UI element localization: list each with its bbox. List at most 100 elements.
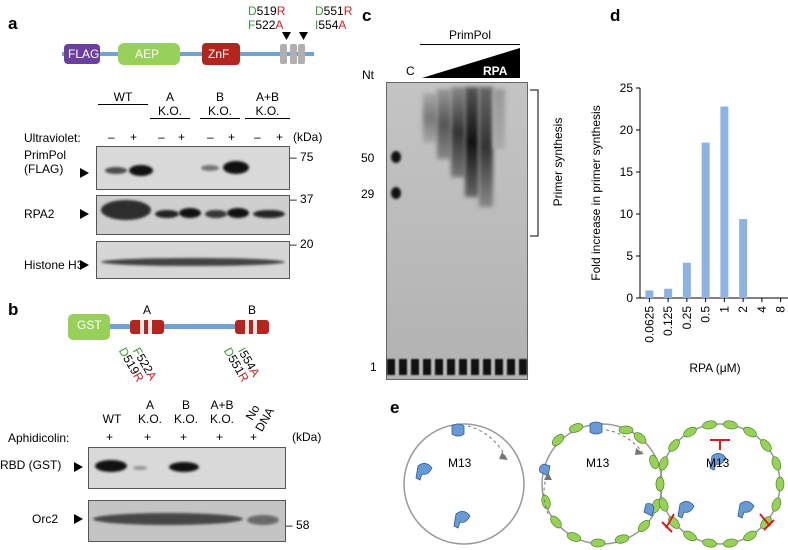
site-a-box <box>130 320 164 334</box>
panel-b-label: b <box>8 300 19 319</box>
uv-minus-3: – <box>207 130 214 144</box>
site-b <box>298 44 305 64</box>
rbd-row-label: RBD (GST) <box>0 458 62 472</box>
rpa-protein <box>771 497 782 512</box>
uv-minus-1: – <box>108 130 115 144</box>
site-a <box>280 44 287 64</box>
chart-bar <box>720 106 729 298</box>
uv-label: Ultraviolet: <box>24 131 81 145</box>
primpol-arrow-icon <box>80 168 89 178</box>
rpa2-row-label: RPA2 <box>24 207 55 221</box>
aep-domain <box>118 43 180 65</box>
rpa-protein <box>668 439 680 452</box>
site-a2 <box>290 44 297 64</box>
orc2-blot <box>88 500 286 542</box>
marker-20: – 20 <box>290 237 314 251</box>
rpa-protein <box>743 530 757 542</box>
chart-y-tick-label: 10 <box>620 207 634 221</box>
mutation-f522a: F522A <box>248 18 284 32</box>
znf-label: ZnF <box>208 47 230 61</box>
aphidicolin-label: Aphidicolin: <box>8 431 70 445</box>
aph-plus-3: + <box>180 430 188 444</box>
lane-ab-ko-header: A+B K.O. <box>245 90 290 119</box>
lane-a-ko-header: A K.O. <box>150 90 190 119</box>
chart-x-label: RPA (μM) <box>689 361 740 375</box>
m13-label-3: M13 <box>706 456 730 470</box>
kda-label-a: (kDa) <box>293 130 323 144</box>
rpa-protein <box>702 538 717 548</box>
chart-bar <box>682 262 691 298</box>
panel-d-label: d <box>610 6 621 25</box>
chart-x-tick-label: 0.0625 <box>642 306 656 343</box>
rpa-protein <box>723 538 738 548</box>
chart-y-label: Fold increase in primer synthesis <box>590 105 603 280</box>
site-a-label: A <box>143 303 152 317</box>
rpa-protein <box>658 497 669 512</box>
mutation-i554a: I554A <box>315 18 347 32</box>
marker-75: – 75 <box>290 150 314 164</box>
chart-bar <box>739 219 748 298</box>
arrow-site-b-icon <box>299 32 308 40</box>
rpa-protein <box>683 530 697 542</box>
rpa-protein <box>771 456 782 471</box>
rpa-protein <box>658 456 669 471</box>
chart-x-tick-label: 1 <box>717 306 731 313</box>
rpa2-blot <box>96 195 290 235</box>
chart-x-tick-label: 2 <box>736 306 750 313</box>
uv-minus-2: – <box>158 130 165 144</box>
m13-label-1: M13 <box>448 456 472 470</box>
aph-plus-5: + <box>250 430 258 444</box>
chart-y-tick-label: 20 <box>620 123 634 137</box>
m13-circle-rpa-saturated <box>655 420 785 548</box>
site-b-box <box>235 320 269 334</box>
arrow-site-a-icon <box>282 32 291 40</box>
primpol-row-label: PrimPol (FLAG) <box>24 148 67 176</box>
rbd-gst-blot <box>88 447 286 489</box>
uv-minus-4: – <box>254 130 261 144</box>
chart-x-tick-label: 0.5 <box>699 306 713 323</box>
primpol-blot <box>96 146 290 190</box>
primer-bracket <box>530 89 539 237</box>
primpol-header-line <box>420 44 520 45</box>
uv-plus-3: + <box>228 130 236 144</box>
chart-bar <box>701 142 710 298</box>
kda-label-b: (kDa) <box>292 430 322 444</box>
panel-c-label: c <box>362 6 372 25</box>
orc2-row-label: Orc2 <box>32 512 59 526</box>
lane-a-ko-header-b: A K.O. <box>137 398 162 426</box>
orc2-arrow-icon <box>74 514 83 524</box>
control-lane-label: C <box>406 64 415 78</box>
lane-wt-header-b: WT <box>102 412 122 426</box>
mutation-d551r: D551R <box>315 4 353 18</box>
marker-37: – 37 <box>290 192 314 206</box>
m13-circle-rpa-partial <box>539 421 665 548</box>
nt-label: Nt <box>362 68 374 82</box>
panel-a-label: a <box>8 14 18 33</box>
m13-circle-free <box>403 423 525 545</box>
histone-row-label: Histone H3 <box>24 258 84 272</box>
lane-b-ko-header-b: B K.O. <box>173 398 198 426</box>
chart-bar <box>645 290 654 298</box>
aep-label: AEP <box>135 47 160 61</box>
marker-58: – 58 <box>286 518 310 532</box>
rpa-wedge-label: RPA <box>483 64 508 78</box>
backbone <box>62 52 314 56</box>
chart-x-tick-label: 0.125 <box>661 306 675 336</box>
gst-construct-diagram <box>68 314 269 340</box>
chart-bar <box>664 288 673 298</box>
chart-y-tick-label: 5 <box>626 249 633 263</box>
histone-arrow-icon <box>80 260 89 270</box>
chart-y-tick-label: 25 <box>620 81 634 95</box>
rpa-protein <box>760 439 772 452</box>
aph-plus-4: + <box>216 430 224 444</box>
rpa-protein <box>723 420 738 430</box>
site-b-label: B <box>248 303 257 317</box>
znf-domain <box>202 43 240 65</box>
gst-label: GST <box>77 318 102 332</box>
primer-synthesis-label: Primer synthesis <box>551 117 565 207</box>
m13-label-2: M13 <box>586 456 610 470</box>
lane-wt-header: WT <box>98 90 148 105</box>
rbd-arrow-icon <box>74 462 83 472</box>
rpa-protein <box>743 426 757 438</box>
no-dna-header: No DNA <box>242 402 278 434</box>
